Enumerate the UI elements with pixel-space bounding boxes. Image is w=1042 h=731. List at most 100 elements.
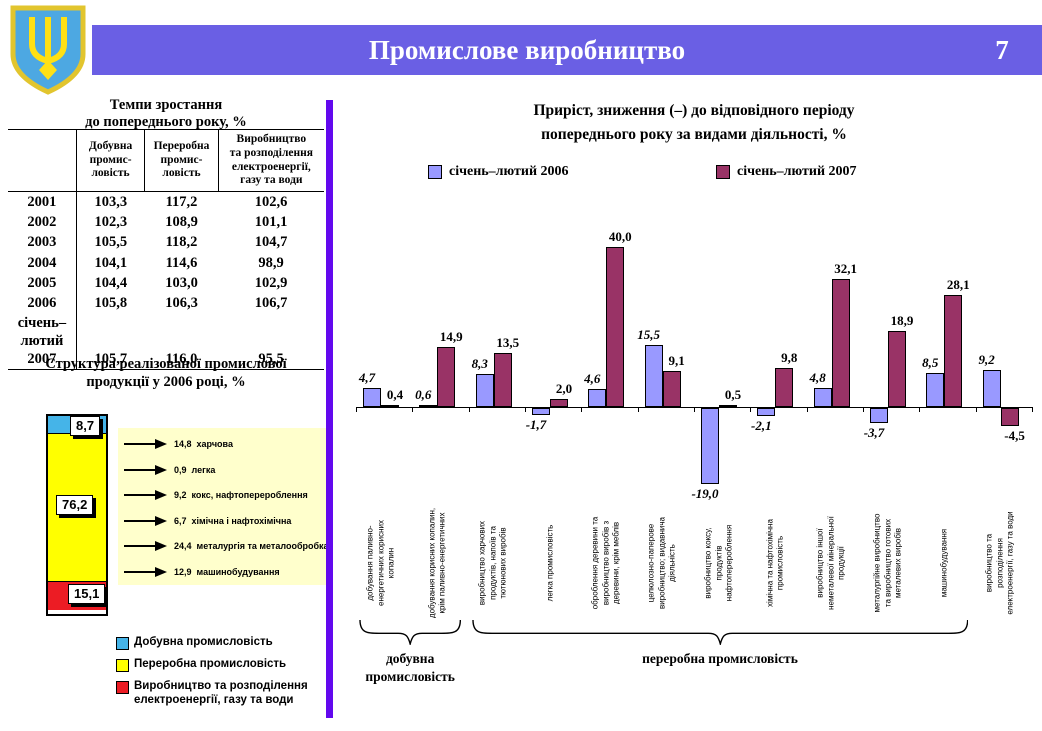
bar-2007: [437, 347, 456, 407]
table-value-cell: 98,9: [258, 254, 284, 271]
table-value-cell: 102,6: [254, 194, 288, 211]
table-year-cell: 2003: [27, 234, 57, 251]
category-label: машинобудування: [939, 528, 949, 598]
vertical-divider: [326, 100, 333, 718]
table-value-cell: 104,7: [254, 234, 288, 251]
table-row: 2004 104,1 114,6 98,9: [8, 252, 324, 273]
table-value-cell: 105,5: [75, 232, 145, 253]
bar-2006: [701, 408, 719, 484]
bar-2007: [831, 278, 850, 407]
bar-2006: [870, 408, 888, 423]
breakdown-label: 12,9 машинобудування: [174, 566, 280, 577]
legend-label: січень–лютий 2006: [449, 164, 569, 179]
legend-swatch: [116, 659, 129, 672]
table-value-cell: 103,3: [75, 191, 145, 213]
axis-tick: [694, 408, 695, 412]
bar-value-label: 0,6: [415, 386, 432, 402]
bar-2006: [363, 388, 381, 407]
bar-value-label: 40,0: [608, 229, 632, 244]
bar-value-label: -2,1: [751, 418, 772, 434]
page-number: 7: [995, 34, 1009, 65]
category-label: целюлозно-паперове виробництво; видавнич…: [647, 517, 677, 609]
growth-table-header-row: Добувна промис- ловість Переробна промис-…: [8, 129, 324, 193]
arrow-icon: [124, 541, 167, 551]
bar-2007: [1000, 408, 1019, 426]
growth-table-column-header: Виробництво та розподілення електроенерг…: [217, 129, 324, 193]
table-year-cell: 2001: [27, 194, 57, 211]
bar-value-label: 0,4: [386, 387, 404, 403]
category-label: виробництво та розподілення електроенерг…: [985, 511, 1015, 615]
legend-swatch: [428, 165, 442, 179]
breakdown-value: 12,9: [174, 566, 192, 577]
ukraine-coat-of-arms-icon: [6, 4, 90, 96]
category-label: добування корисних копалин, крім паливно…: [426, 507, 447, 619]
table-row: 2001 103,3 117,2 102,6: [8, 191, 324, 213]
bar-value-label: 8,3: [471, 355, 488, 371]
breakdown-value: 0,9: [174, 464, 187, 475]
table-value-cell: 114,6: [165, 254, 198, 271]
group-label-mining: добувна промисловість: [365, 651, 455, 684]
bar-2007: [719, 405, 737, 407]
breakdown-item: 0,9 легка: [124, 464, 215, 476]
bar-value-label: 4,7: [358, 370, 376, 386]
main-chart-title: Приріст, зниження (–) до відповідного пе…: [533, 102, 855, 144]
axis-tick: [356, 408, 357, 412]
table-year-cell: 2006: [27, 294, 57, 311]
arrow-icon: [124, 464, 167, 475]
axis-tick: [975, 408, 977, 412]
bar-value-label: -4,5: [1004, 428, 1025, 443]
bar-value-label: 9,8: [781, 349, 798, 365]
header-bar: Промислове виробництво 7: [92, 25, 1042, 75]
table-value-cell: 104,1: [75, 252, 145, 273]
breakdown-label: 24,4 металургія та металообробка: [174, 541, 329, 551]
legend-label: Переробна промисловість: [134, 658, 287, 670]
x-axis-line: [356, 407, 1033, 408]
axis-tick: [806, 408, 808, 412]
category-label: добування паливно- енергетичних корисних…: [365, 520, 396, 606]
axis-tick: [750, 408, 752, 412]
table-row: 2002 102,3 108,9 101,1: [8, 212, 324, 233]
axis-tick: [919, 408, 921, 412]
bar-value-label: 4,8: [809, 369, 826, 385]
bar-value-label: 8,5: [922, 355, 939, 370]
breakdown-panel: 14,8 харчова 0,9 легка 9,2 кокс, нафтоперероб…: [118, 428, 332, 585]
bar-value-label: -19,0: [691, 486, 719, 501]
table-year-cell: 2005: [27, 274, 57, 291]
legend-swatch: [716, 165, 730, 179]
industry-legend: Добувна промисловість Переробна промислов…: [116, 636, 332, 716]
bar-2007: [944, 294, 963, 407]
bar-2006: [644, 345, 663, 407]
axis-tick: [581, 408, 583, 412]
bar-2006: [475, 373, 494, 407]
bar-2006: [532, 408, 550, 415]
bar-value-label: 14,9: [439, 329, 463, 345]
table-value-cell: 102,3: [75, 212, 145, 233]
table-row: 2006 105,8 106,3 106,7: [8, 292, 324, 313]
bar-value-label: 2,0: [555, 381, 573, 396]
bar-2007: [775, 367, 794, 407]
category-label: хімічна та нафтохімічна промисловість: [764, 519, 785, 607]
axis-tick: [637, 408, 639, 412]
category-label: оброблення деревини та виробництво вироб…: [590, 516, 621, 610]
category-label: металургійне виробництво та виробництво …: [872, 513, 903, 613]
bar-value-label: 4,6: [584, 370, 601, 386]
table-value-cell: 103,0: [165, 274, 198, 291]
table-year-cell: січень– лютий 2007: [17, 314, 67, 368]
table-value-cell: 116,0: [165, 351, 198, 368]
main-chart-legend-item: січень–лютий 2006: [428, 164, 569, 180]
bar-2006: [419, 404, 438, 407]
bar-2006: [982, 370, 1001, 407]
breakdown-label: 6,7 хімічна і нафтохімічна: [174, 515, 292, 526]
breakdown-label: 14,8 харчова: [174, 439, 233, 449]
table-value-cell: 102,9: [254, 274, 288, 291]
legend-swatch: [116, 681, 129, 694]
growth-table-title: Темпи зростання до попереднього року, %: [85, 97, 247, 130]
bar-value-label: -3,7: [863, 424, 885, 440]
table-value-cell: 106,3: [165, 294, 198, 311]
bar-value-label: -1,7: [525, 416, 547, 432]
table-value-cell: 95,5: [258, 351, 284, 368]
bar-value-label: 15,5: [637, 327, 660, 342]
growth-table-column-header: [8, 129, 77, 193]
legend-item: Виробництво та розподілення електроенерг…: [116, 680, 332, 708]
